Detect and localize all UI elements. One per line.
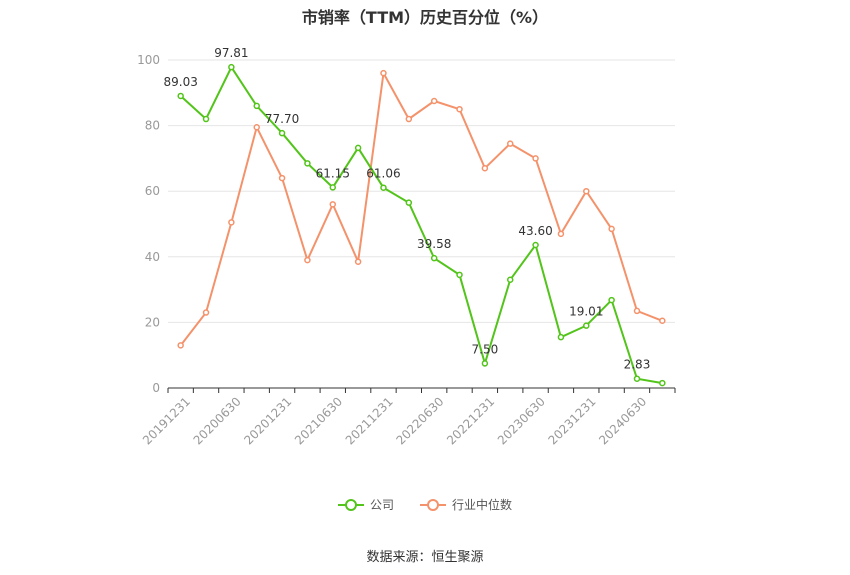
x-tick-label: 20221231 (444, 394, 497, 447)
y-tick-label-80: 80 (145, 119, 160, 133)
series-line-公司 (180, 65, 663, 385)
legend-item-company[interactable]: 公司 (337, 496, 394, 513)
data-label: 39.58 (417, 237, 451, 251)
data-label: 2.83 (624, 358, 651, 372)
source-note: 数据来源：恒生聚源 (366, 550, 484, 565)
y-tick-label-0: 0 (152, 381, 160, 395)
legend-label-company: 公司 (369, 498, 394, 512)
data-point (177, 342, 184, 349)
x-tick-label: 20210630 (292, 394, 345, 447)
x-tick-label: 20200630 (191, 394, 244, 447)
x-tick-label: 20230630 (495, 394, 548, 447)
series-line-行业中位数 (179, 69, 663, 347)
data-label: 61.15 (316, 166, 350, 180)
series-group (177, 63, 666, 387)
data-point (532, 155, 539, 162)
data-point (329, 201, 337, 208)
data-label: 97.81 (214, 46, 248, 60)
data-point (405, 199, 413, 206)
data-label: 89.03 (163, 75, 197, 89)
x-tick-label: 20201231 (241, 394, 294, 447)
data-point (456, 271, 463, 279)
data-point (405, 115, 413, 123)
x-axis: 2019123120200630202012312021063020211231… (140, 387, 676, 448)
data-point (354, 258, 362, 265)
data-point (557, 230, 565, 238)
y-tick-label-60: 60 (145, 184, 160, 198)
data-point (354, 144, 362, 152)
y-tick-label-20: 20 (145, 315, 160, 329)
data-point (506, 276, 514, 284)
x-tick-label: 20231231 (546, 394, 599, 447)
data-point (304, 160, 311, 167)
data-labels: 89.03 97.81 77.70 61.15 61.06 39.58 7.50 43.60 1… (163, 46, 650, 372)
x-tick-label: 20191231 (140, 394, 193, 447)
data-point (608, 225, 615, 233)
x-tick-label: 20211231 (343, 394, 396, 447)
data-point (633, 375, 641, 382)
legend: 公司 行业中位数 (0, 496, 850, 513)
data-point (430, 254, 438, 262)
y-axis-ticks: 0 20 40 60 80 100 (137, 53, 160, 395)
legend-item-industry-median[interactable]: 行业中位数 (420, 496, 512, 513)
legend-swatch-industry-median (420, 498, 446, 512)
data-point (659, 317, 666, 325)
legend-swatch-company (337, 498, 364, 512)
data-point (228, 219, 235, 226)
x-tick-label: 20240630 (596, 394, 649, 447)
data-point (177, 92, 184, 100)
data-point (481, 360, 489, 367)
data-point (228, 63, 235, 71)
data-point (253, 102, 260, 110)
data-point (583, 322, 590, 329)
legend-label-industry-median: 行业中位数 (452, 498, 513, 512)
data-point (278, 129, 286, 137)
data-label: 7.50 (472, 342, 499, 356)
y-tick-label-100: 100 (137, 53, 160, 67)
data-point (202, 309, 210, 316)
data-point (456, 105, 463, 113)
data-label: 43.60 (518, 224, 552, 238)
grid-lines (168, 59, 675, 323)
data-point (329, 184, 337, 191)
data-point (633, 307, 641, 315)
data-point (430, 97, 438, 105)
x-tick-label: 20220630 (393, 394, 446, 447)
data-point (380, 184, 387, 191)
chart-title: 市销率（TTM）历史百分位（%） (301, 8, 549, 27)
data-label: 19.01 (569, 305, 603, 319)
data-point (278, 174, 286, 182)
data-point (557, 333, 565, 341)
data-label: 77.70 (265, 112, 299, 126)
data-label: 61.06 (366, 167, 400, 181)
data-point (659, 379, 666, 387)
data-point (202, 115, 210, 123)
data-point (253, 123, 260, 131)
data-point (304, 256, 311, 264)
data-point (583, 187, 590, 195)
data-point (380, 69, 387, 77)
data-point (506, 140, 514, 147)
data-point (532, 241, 539, 249)
data-point (608, 296, 615, 304)
data-point (481, 164, 489, 172)
y-tick-label-40: 40 (145, 250, 160, 264)
